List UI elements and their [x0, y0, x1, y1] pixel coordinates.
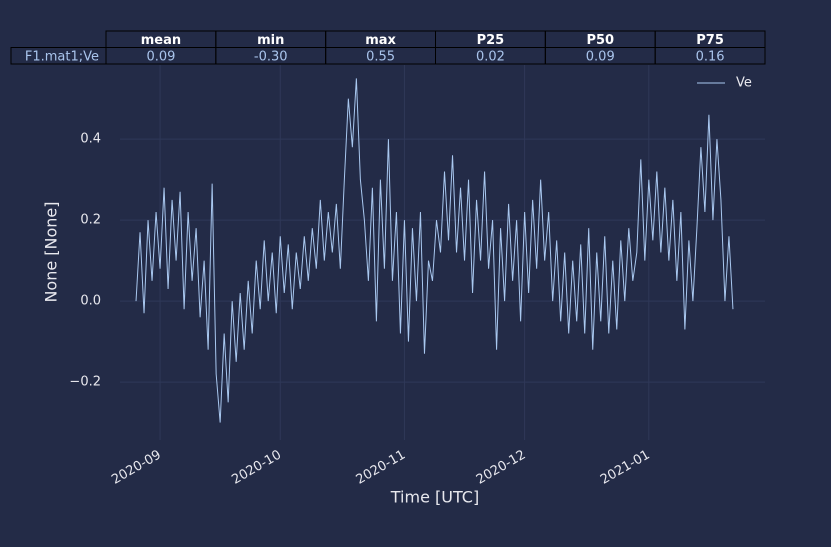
- cell-value: 0.02: [476, 49, 505, 64]
- table-cell: [654, 47, 766, 65]
- y-tick-label: −0.2: [69, 375, 101, 390]
- column-header: max: [365, 33, 396, 48]
- cell-value: -0.30: [254, 49, 288, 64]
- y-axis-label: None [None]: [42, 201, 61, 302]
- legend-label: Ve: [736, 76, 752, 91]
- cell-value: 0.55: [366, 49, 395, 64]
- column-header: P25: [477, 33, 505, 48]
- stats-table: mean min max P25 P50 P75 F1.mat1;Ve 0.09 -0.30 0.…: [10, 30, 766, 65]
- cell-value: 0.16: [696, 49, 725, 64]
- column-header: min: [257, 33, 284, 48]
- y-tick-label: 0.0: [80, 294, 101, 309]
- data-line: [135, 78, 734, 423]
- x-axis-label: Time [UTC]: [390, 488, 479, 507]
- cell-value: 0.09: [586, 49, 615, 64]
- row-label: F1.mat1;Ve: [25, 49, 99, 64]
- column-header: mean: [141, 33, 181, 48]
- column-header: P50: [586, 33, 614, 48]
- y-tick-label: 0.4: [80, 132, 101, 147]
- column-header: P75: [696, 33, 724, 48]
- cell-value: 0.09: [146, 49, 175, 64]
- y-tick-label: 0.2: [80, 213, 101, 228]
